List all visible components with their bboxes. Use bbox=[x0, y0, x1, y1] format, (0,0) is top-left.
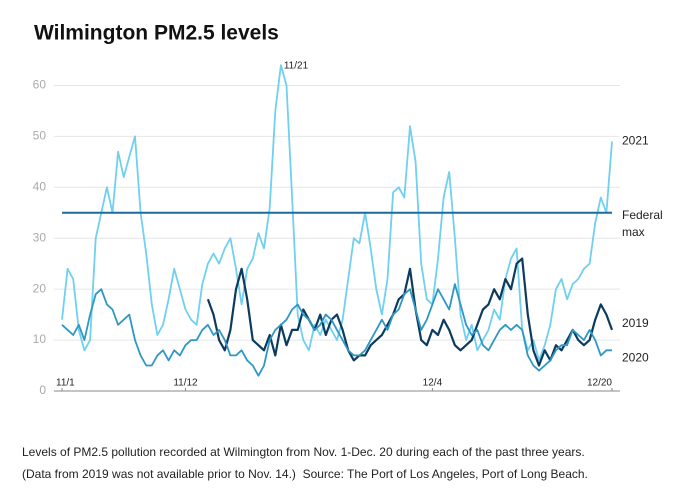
caption: Levels of PM2.5 pollution recorded at Wi… bbox=[22, 441, 692, 485]
x-tick-label: 11/1 bbox=[56, 378, 75, 389]
y-tick-label: 30 bbox=[33, 230, 47, 244]
series-line bbox=[61, 283, 612, 377]
y-tick-label: 50 bbox=[33, 129, 47, 143]
caption-line: Levels of PM2.5 pollution recorded at Wi… bbox=[22, 445, 585, 459]
reference-label: Federal max bbox=[622, 208, 663, 239]
series-line bbox=[61, 64, 613, 362]
y-tick-label: 10 bbox=[33, 332, 47, 346]
legend-label: 2020 bbox=[622, 350, 649, 364]
legend-label: 2021 bbox=[622, 134, 649, 148]
y-tick-label: 0 bbox=[39, 383, 46, 397]
legend-label: 2019 bbox=[622, 316, 649, 330]
y-tick-label: 40 bbox=[33, 179, 47, 193]
series-line bbox=[206, 257, 614, 367]
x-tick-label: 11/12 bbox=[173, 378, 198, 389]
x-tick-label: 12/20 bbox=[587, 378, 612, 389]
chart: Wilmington PM2.5 levels 11/21 0 10 20 30 40 5… bbox=[33, 22, 649, 398]
caption-line: (Data from 2019 was not available prior … bbox=[22, 467, 588, 481]
annotation: 11/21 bbox=[284, 61, 309, 72]
y-tick-label: 60 bbox=[33, 78, 47, 92]
chart-title: Wilmington PM2.5 levels bbox=[34, 22, 279, 45]
y-tick-label: 20 bbox=[33, 281, 47, 295]
x-tick-label: 12/4 bbox=[423, 378, 443, 389]
